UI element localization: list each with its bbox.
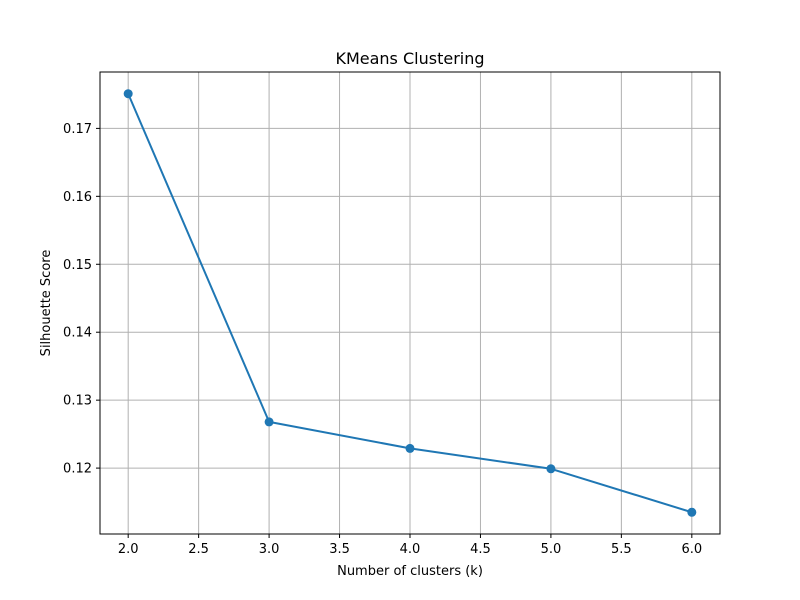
y-tick-label: 0.17 <box>63 122 92 137</box>
x-axis-label: Number of clusters (k) <box>337 564 483 579</box>
data-point <box>264 417 274 427</box>
series-layer <box>123 89 697 517</box>
y-tick-label: 0.15 <box>63 258 92 273</box>
x-tick-label: 6.0 <box>681 542 702 557</box>
y-axis-ticks: 0.12 0.13 0.14 0.15 0.16 0.17 <box>63 122 100 477</box>
data-point <box>546 464 556 474</box>
data-point <box>405 443 415 453</box>
x-tick-label: 4.0 <box>400 542 421 557</box>
x-tick-label: 4.5 <box>470 542 491 557</box>
chart-title: KMeans Clustering <box>335 49 484 68</box>
x-tick-label: 3.5 <box>329 542 350 557</box>
x-tick-label: 2.0 <box>118 542 139 557</box>
data-point <box>123 89 133 99</box>
y-tick-label: 0.13 <box>63 394 92 409</box>
grid-layer <box>100 72 720 534</box>
x-tick-label: 5.5 <box>611 542 632 557</box>
y-tick-label: 0.14 <box>63 326 92 341</box>
x-tick-label: 5.0 <box>541 542 562 557</box>
y-tick-label: 0.16 <box>63 190 92 205</box>
data-point <box>687 507 697 517</box>
x-tick-label: 3.0 <box>259 542 280 557</box>
x-tick-label: 2.5 <box>188 542 209 557</box>
x-axis-ticks: 2.0 2.5 3.0 3.5 4.0 4.5 5.0 5.5 6.0 <box>118 534 702 557</box>
y-axis-label: Silhouette Score <box>39 250 54 357</box>
y-tick-label: 0.12 <box>63 462 92 477</box>
